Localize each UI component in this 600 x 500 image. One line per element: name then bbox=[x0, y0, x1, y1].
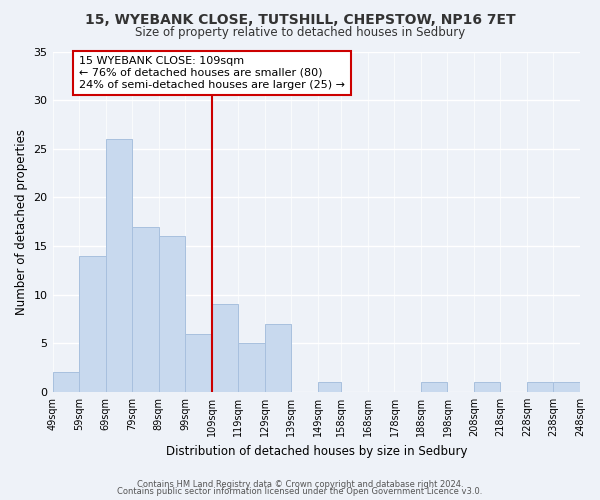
Bar bbox=[421, 382, 448, 392]
X-axis label: Distribution of detached houses by size in Sedbury: Distribution of detached houses by size … bbox=[166, 444, 467, 458]
Bar bbox=[158, 236, 185, 392]
Bar bbox=[317, 382, 341, 392]
Bar bbox=[265, 324, 291, 392]
Bar bbox=[212, 304, 238, 392]
Y-axis label: Number of detached properties: Number of detached properties bbox=[15, 128, 28, 314]
Text: Contains HM Land Registry data © Crown copyright and database right 2024.: Contains HM Land Registry data © Crown c… bbox=[137, 480, 463, 489]
Bar bbox=[527, 382, 553, 392]
Bar bbox=[79, 256, 106, 392]
Bar bbox=[474, 382, 500, 392]
Text: 15 WYEBANK CLOSE: 109sqm
← 76% of detached houses are smaller (80)
24% of semi-d: 15 WYEBANK CLOSE: 109sqm ← 76% of detach… bbox=[79, 56, 345, 90]
Text: Size of property relative to detached houses in Sedbury: Size of property relative to detached ho… bbox=[135, 26, 465, 39]
Bar bbox=[132, 226, 158, 392]
Bar bbox=[553, 382, 580, 392]
Bar bbox=[185, 334, 212, 392]
Bar bbox=[53, 372, 79, 392]
Text: 15, WYEBANK CLOSE, TUTSHILL, CHEPSTOW, NP16 7ET: 15, WYEBANK CLOSE, TUTSHILL, CHEPSTOW, N… bbox=[85, 12, 515, 26]
Bar bbox=[106, 139, 132, 392]
Bar bbox=[238, 344, 265, 392]
Text: Contains public sector information licensed under the Open Government Licence v3: Contains public sector information licen… bbox=[118, 487, 482, 496]
